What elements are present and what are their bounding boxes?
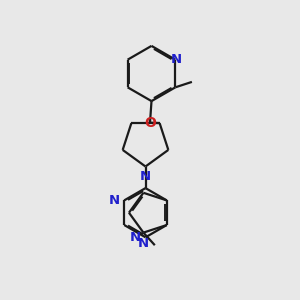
Text: N: N [130, 231, 141, 244]
Text: N: N [109, 194, 120, 207]
Text: N: N [171, 53, 182, 66]
Text: N: N [140, 170, 151, 183]
Text: O: O [144, 116, 156, 130]
Text: N: N [138, 236, 149, 250]
